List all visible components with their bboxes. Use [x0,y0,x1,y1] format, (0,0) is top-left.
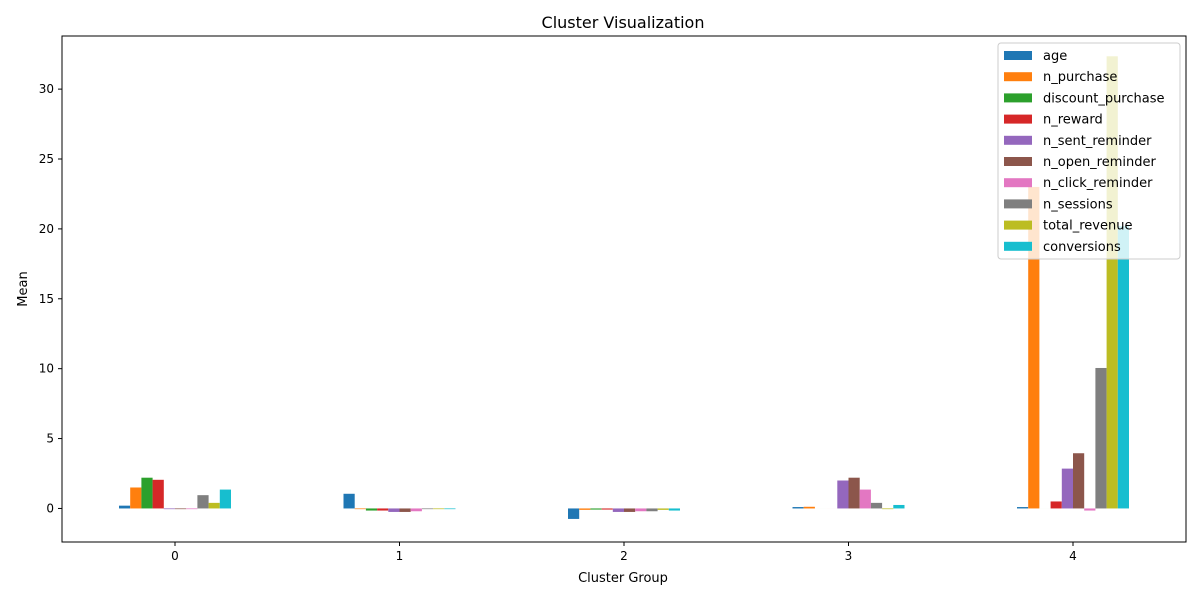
y-tick-label: 0 [46,501,54,515]
bar-total_revenue-cluster-3 [882,508,894,510]
bar-discount_purchase-cluster-1 [365,508,378,511]
bars-layer [119,56,1129,519]
bar-age-cluster-2 [568,508,580,519]
legend-label-conversions: conversions [1043,240,1121,255]
bar-n_click_reminder-cluster-1 [410,508,422,512]
bar-total_revenue-cluster-0 [208,502,220,509]
bar-n_purchase-cluster-2 [579,508,591,510]
legend-label-n_reward: n_reward [1043,113,1103,128]
bar-conversions-cluster-3 [893,504,905,509]
bar-age-cluster-0 [119,505,131,509]
bar-conversions-cluster-2 [668,508,680,511]
legend-label-n_purchase: n_purchase [1043,70,1117,85]
legend-swatch-age [1004,51,1032,60]
legend-swatch-discount_purchase [1004,93,1032,103]
legend-label-n_open_reminder: n_open_reminder [1043,155,1157,170]
bar-n_sent_reminder-cluster-0 [163,508,175,510]
bar-n_sessions-cluster-4 [1095,367,1107,509]
y-tick-label: 25 [39,152,54,166]
legend-swatch-n_sent_reminder [1004,135,1032,145]
y-tick-label: 20 [39,222,54,236]
bar-total_revenue-cluster-1 [433,508,445,510]
legend-label-n_sent_reminder: n_sent_reminder [1043,134,1152,149]
legend-swatch-n_reward [1004,114,1032,124]
legend-label-age: age [1043,49,1067,64]
bar-n_purchase-cluster-4 [1028,186,1040,509]
y-tick-label: 10 [39,362,54,376]
legend-swatch-n_purchase [1004,72,1032,82]
y-axis-label: Mean [16,271,31,306]
x-tick-label: 4 [1069,549,1077,563]
bar-n_open_reminder-cluster-1 [399,508,411,512]
bar-conversions-cluster-1 [444,508,456,510]
legend-label-total_revenue: total_revenue [1043,219,1132,234]
legend: age n_purchase discount_purchase n_reward n_… [997,42,1181,260]
bar-total_revenue-cluster-2 [657,508,669,510]
bar-n_purchase-cluster-0 [130,487,142,509]
bar-n_sent_reminder-cluster-3 [837,480,849,509]
bar-n_sessions-cluster-2 [646,508,658,512]
bar-n_reward-cluster-1 [377,508,389,511]
bar-n_purchase-cluster-1 [354,508,366,510]
bar-n_click_reminder-cluster-2 [635,508,647,512]
bar-age-cluster-3 [792,507,804,509]
bar-n_sent_reminder-cluster-2 [612,508,624,512]
y-tick-label: 15 [39,292,54,306]
y-tick-label: 30 [39,82,54,96]
bar-discount_purchase-cluster-0 [141,477,153,509]
bar-n_open_reminder-cluster-2 [624,508,636,512]
legend-label-discount_purchase: discount_purchase [1043,91,1165,106]
bar-n_click_reminder-cluster-4 [1084,508,1096,511]
bar-total_revenue-cluster-4 [1106,56,1118,509]
x-tick-label: 3 [845,549,853,563]
bar-n_click_reminder-cluster-3 [859,489,871,509]
bar-n_sessions-cluster-0 [197,495,209,509]
x-tick-label: 0 [171,549,179,563]
x-tick-label: 2 [620,549,628,563]
bar-n_open_reminder-cluster-3 [848,477,860,509]
x-axis: 0 1 2 3 4 [171,542,1077,563]
legend-box [997,42,1181,260]
bar-n_reward-cluster-4 [1050,501,1062,509]
bar-n_sessions-cluster-1 [421,508,434,510]
bar-n_reward-cluster-2 [601,508,613,510]
legend-label-n_sessions: n_sessions [1043,197,1113,212]
x-axis-label: Cluster Group [578,571,668,586]
bar-age-cluster-4 [1017,507,1029,509]
bar-n_sent_reminder-cluster-1 [388,508,400,512]
bar-n_sent_reminder-cluster-4 [1061,468,1073,509]
y-tick-label: 5 [46,432,54,446]
bar-discount_purchase-cluster-2 [590,508,602,510]
legend-swatch-n_open_reminder [1004,157,1032,166]
legend-swatch-total_revenue [1004,220,1032,230]
chart-title: Cluster Visualization [542,13,705,32]
legend-swatch-n_sessions [1004,199,1032,209]
legend-label-n_click_reminder: n_click_reminder [1043,176,1153,191]
x-tick-label: 1 [396,549,404,563]
bar-n_click_reminder-cluster-0 [186,508,198,510]
bar-n_purchase-cluster-3 [803,506,815,509]
bar-conversions-cluster-0 [219,489,231,509]
y-axis: 0 5 10 15 20 25 30 [39,82,62,515]
bar-n_open_reminder-cluster-4 [1073,453,1085,509]
bar-n_open_reminder-cluster-0 [175,508,187,510]
bar-n_sessions-cluster-3 [870,502,883,509]
bar-conversions-cluster-4 [1117,226,1129,509]
legend-swatch-conversions [1004,241,1032,251]
bar-age-cluster-1 [343,493,355,509]
bar-n_reward-cluster-0 [152,479,164,509]
legend-swatch-n_click_reminder [1004,178,1032,188]
